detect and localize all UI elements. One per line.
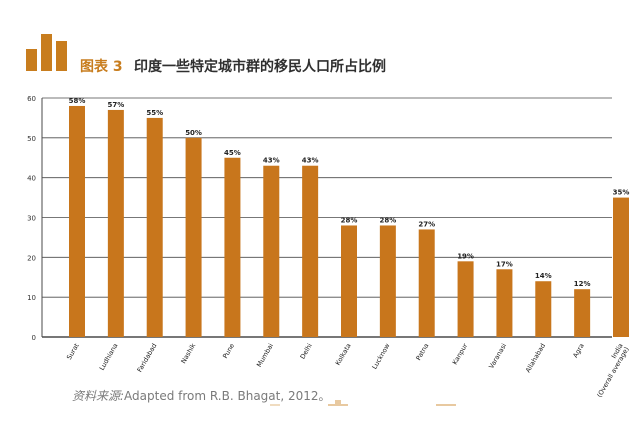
x-tick-label: Ludhiana (98, 342, 120, 372)
bar (457, 261, 474, 337)
y-axis-ticks: 0 10 20 30 40 50 60 (27, 95, 36, 342)
x-tick-label: Delhi (299, 342, 314, 361)
y-tick-label: 40 (27, 175, 36, 183)
data-label: 12% (574, 280, 591, 288)
x-tick-label: Surat (65, 342, 81, 362)
x-tick-label: Kolkata (334, 342, 353, 367)
bar (146, 117, 163, 338)
bar (496, 269, 513, 337)
bar (224, 157, 241, 337)
x-tick-label: Lucknow (370, 341, 391, 370)
bars (69, 105, 629, 338)
x-tick-label: Varanasi (487, 342, 508, 370)
y-tick-label: 50 (27, 135, 36, 143)
bar (302, 165, 319, 337)
data-label: 17% (496, 260, 513, 268)
bar (613, 197, 629, 337)
source-note: 资料来源:Adapted from R.B. Bhagat, 2012。 (72, 387, 331, 404)
source-label: 资料来源: (72, 389, 125, 403)
bar (69, 105, 85, 337)
x-tick-label: Pune (221, 342, 236, 360)
source-text: Adapted from R.B. Bhagat, 2012。 (124, 389, 331, 403)
x-tick-label: Faridabad (136, 342, 159, 374)
x-tick-label: Patna (414, 342, 430, 362)
data-labels: 58% 57% 55% 50% 45% 43% 43% 28% 28% 27% 19% 17% 14% 1… (69, 97, 630, 288)
bar (535, 281, 552, 337)
gridlines (41, 97, 612, 338)
x-tick-label: Agra (571, 342, 586, 359)
x-tick-label: Kanpur (451, 342, 470, 366)
bar (185, 137, 202, 337)
x-tick-label: Allahabad (524, 342, 547, 374)
data-label: 19% (457, 252, 474, 260)
y-tick-label: 0 (32, 334, 36, 342)
data-label: 43% (302, 157, 319, 165)
data-label: 43% (263, 157, 280, 165)
bar (418, 229, 435, 337)
data-label: 55% (146, 109, 163, 117)
data-label: 45% (224, 149, 241, 157)
y-tick-label: 60 (27, 95, 36, 103)
footer-decoration-icon (270, 400, 456, 406)
data-label: 28% (341, 216, 358, 224)
bar (107, 109, 124, 337)
x-tick-label: Mumbai (255, 342, 275, 369)
chart-logo-icon (26, 34, 67, 71)
data-label: 50% (185, 129, 202, 137)
data-label: 57% (107, 101, 124, 109)
chart-title: 印度一些特定城市群的移民人口所占比例 (134, 59, 386, 75)
y-tick-label: 10 (27, 294, 36, 302)
bar (574, 289, 591, 337)
y-tick-label: 20 (27, 254, 36, 262)
y-tick-label: 30 (27, 215, 36, 223)
bar (263, 165, 280, 337)
bar (379, 225, 396, 337)
data-label: 58% (69, 97, 86, 105)
figure-label: 图表 3 (80, 59, 123, 75)
bar (341, 225, 357, 337)
data-label: 28% (379, 216, 396, 224)
data-label: 14% (535, 272, 552, 280)
data-label: 35% (613, 189, 630, 197)
x-tick-label: India(Overall average) (589, 342, 630, 399)
data-label: 27% (418, 220, 435, 228)
x-tick-label: Nashik (179, 342, 197, 365)
